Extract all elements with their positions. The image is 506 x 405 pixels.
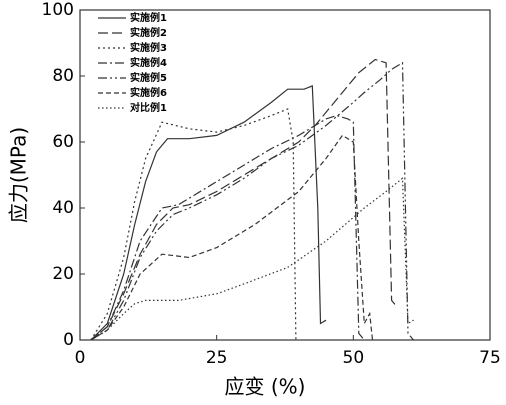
legend-label: 实施例6 (130, 86, 167, 99)
y-tick-label: 0 (63, 330, 74, 350)
y-tick-label: 60 (52, 132, 74, 152)
legend-label: 实施例1 (130, 11, 167, 24)
series-line (90, 134, 374, 341)
legend-label: 实施例5 (130, 71, 167, 84)
y-tick-label: 40 (52, 198, 74, 218)
x-tick-label: 0 (75, 348, 86, 368)
series-line (90, 177, 414, 341)
legend-label: 实施例3 (130, 41, 167, 54)
series-line (90, 108, 297, 341)
legend-label: 实施例2 (130, 26, 167, 39)
series-line (90, 58, 398, 341)
legend-label: 对比例1 (130, 101, 167, 114)
series-line (90, 114, 365, 341)
x-tick-label: 50 (343, 348, 365, 368)
y-tick-label: 80 (52, 66, 74, 86)
y-axis-label: 应力(MPa) (7, 127, 31, 223)
x-axis-label: 应变 (%) (225, 375, 306, 399)
x-tick-label: 25 (206, 348, 228, 368)
plot-frame (79, 9, 491, 341)
legend-label: 实施例4 (130, 56, 167, 69)
y-tick-label: 20 (52, 264, 74, 284)
x-tick-label: 75 (479, 348, 501, 368)
y-tick-label: 100 (42, 0, 74, 20)
series-line (90, 61, 414, 341)
